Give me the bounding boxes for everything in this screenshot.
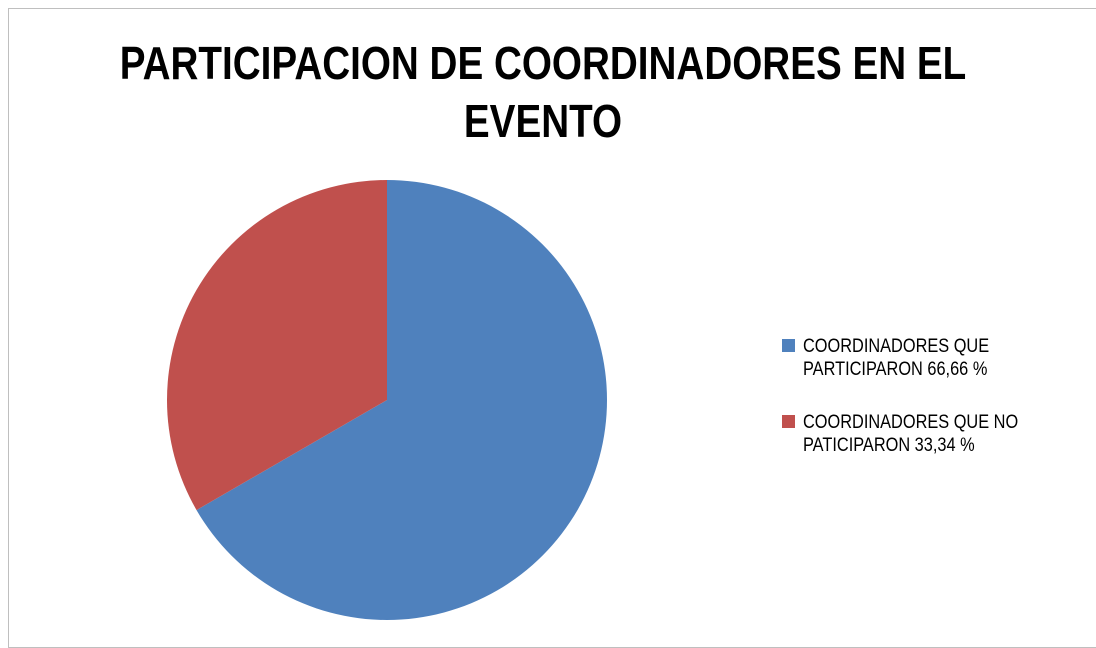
pie-slice	[196, 180, 608, 621]
legend-item: COORDINADORES QUE PARTICIPARON 66,66 %	[782, 335, 1083, 381]
legend-swatch	[782, 339, 795, 352]
legend-label: COORDINADORES QUE NO PATICIPARON 33,34 %	[803, 412, 1019, 456]
legend-swatch	[782, 415, 795, 428]
pie-slice	[167, 180, 387, 511]
legend-label: COORDINADORES QUE PARTICIPARON 66,66 %	[803, 336, 990, 380]
chart-title: PARTICIPACION DE COORDINADORES EN EL EVE…	[119, 34, 967, 150]
legend-item: COORDINADORES QUE NO PATICIPARON 33,34 %	[782, 411, 1083, 457]
chart-title-text: PARTICIPACION DE COORDINADORES EN EL EVE…	[119, 37, 967, 147]
